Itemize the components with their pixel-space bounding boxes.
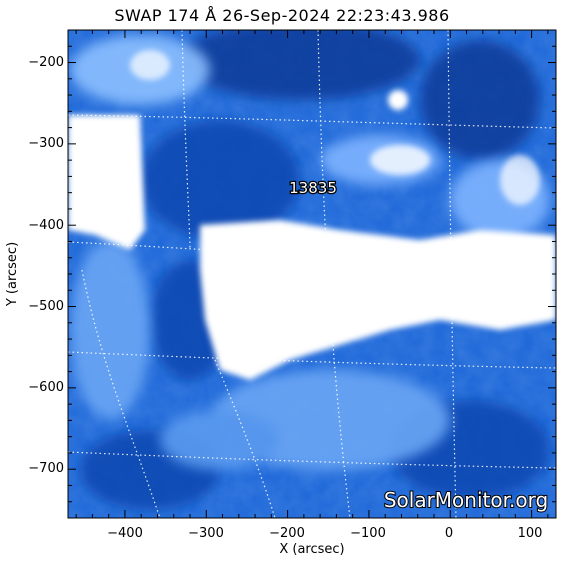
y-tick-label: −400 <box>28 218 64 233</box>
x-tick-label: 100 <box>518 526 543 541</box>
x-axis-ticks <box>75 30 549 518</box>
x-tick-label: −100 <box>350 526 386 541</box>
y-tick-label: −300 <box>28 136 64 151</box>
x-tick-label: −200 <box>269 526 305 541</box>
active-region-label: 13835 <box>289 179 337 197</box>
x-tick-label: 0 <box>445 526 453 541</box>
y-tick-labels: −200 −300 −400 −500 −600 −700 <box>28 55 64 476</box>
solarmonitor-watermark: SolarMonitor.org <box>384 488 548 512</box>
plot-title: SWAP 174 Å 26-Sep-2024 22:23:43.986 <box>114 6 450 25</box>
heliographic-grid <box>68 30 556 518</box>
y-tick-label: −600 <box>28 380 64 395</box>
x-tick-label: −400 <box>107 526 143 541</box>
euv-image <box>68 30 556 518</box>
y-axis-title: Y (arcsec) <box>5 242 20 307</box>
y-tick-label: −200 <box>28 55 64 70</box>
y-tick-label: −500 <box>28 299 64 314</box>
x-axis-title: X (arcsec) <box>279 542 344 557</box>
y-axis-ticks <box>68 29 556 519</box>
x-tick-label: −300 <box>188 526 224 541</box>
bright-active-region <box>68 50 556 380</box>
y-tick-label: −700 <box>28 461 64 476</box>
x-tick-labels: −400 −300 −200 −100 0 100 <box>107 526 542 541</box>
